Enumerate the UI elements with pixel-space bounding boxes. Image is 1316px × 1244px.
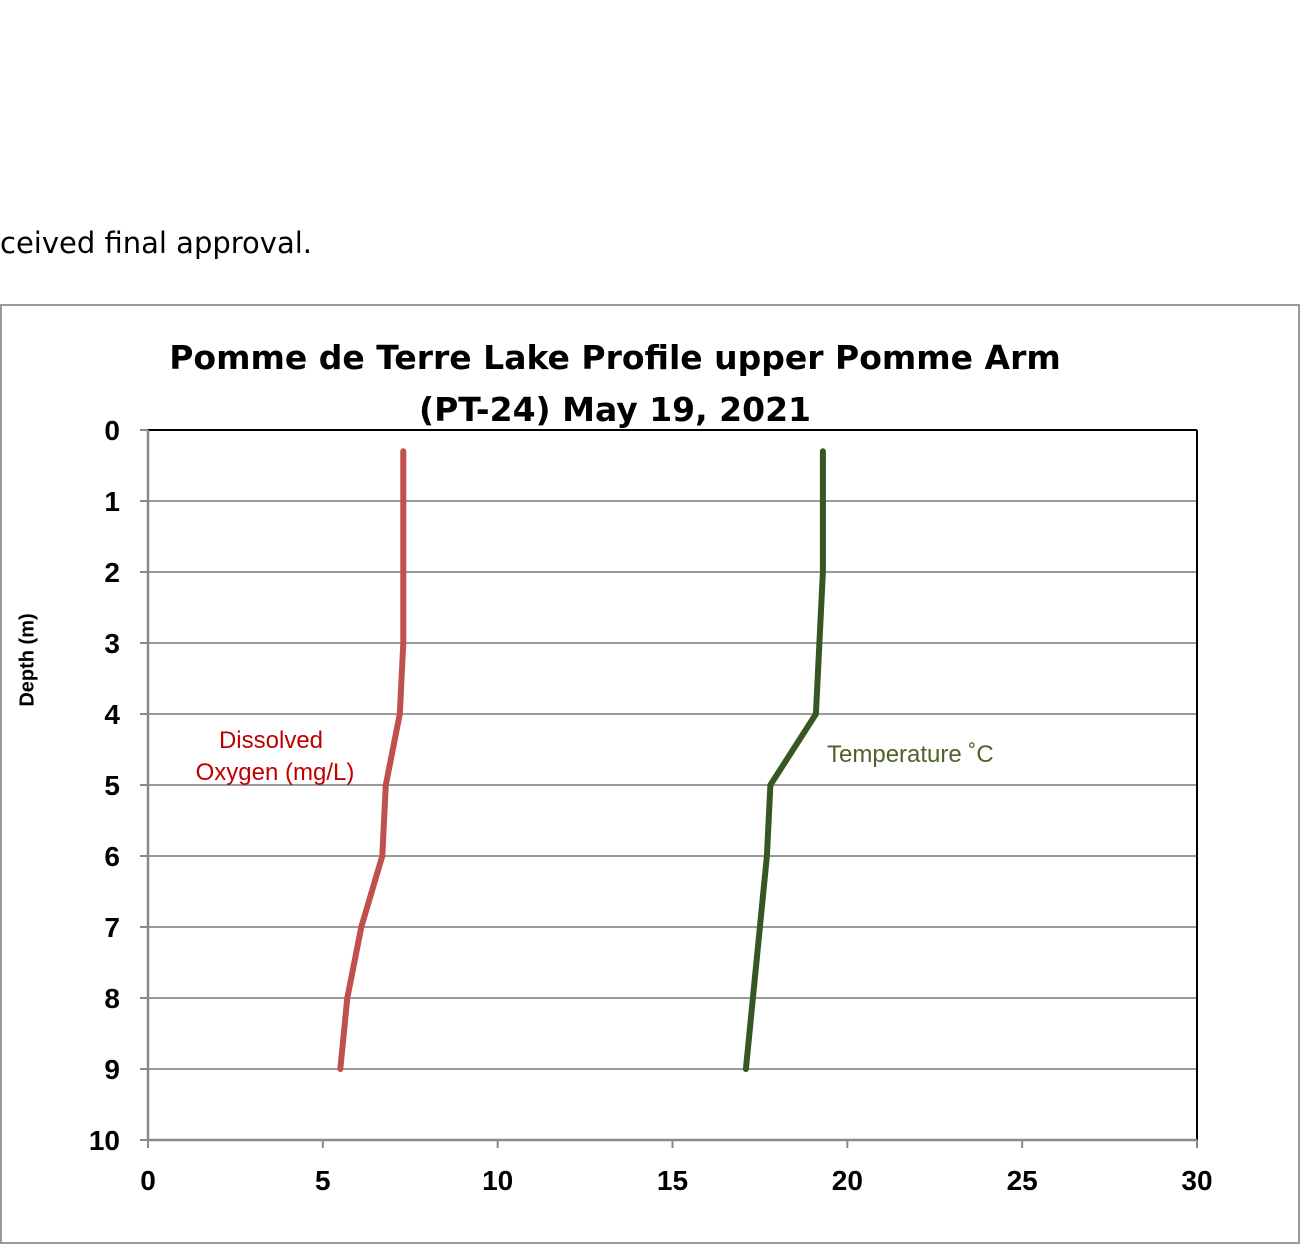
- chart-title-line2: (PT-24) May 19, 2021: [418, 390, 811, 429]
- series-line-0: [337, 448, 407, 1072]
- x-tick-label-5: 5: [315, 1165, 331, 1196]
- series-label-do-line1: Dissolved: [219, 727, 323, 754]
- y-tick-label-2: 2: [104, 557, 120, 588]
- x-tick-label-15: 15: [657, 1165, 688, 1196]
- y-tick-label-8: 8: [104, 983, 120, 1014]
- series-label-do-line2: Oxygen (mg/L): [196, 759, 355, 786]
- series-line-1: [742, 448, 826, 1072]
- y-tick-label-10: 10: [89, 1125, 120, 1156]
- chart-frame: [0, 304, 1300, 1244]
- x-tick-label-10: 10: [482, 1165, 513, 1196]
- y-tick-label-0: 0: [104, 415, 120, 446]
- y-tick-label-6: 6: [104, 841, 120, 872]
- chart-title-line1: Pomme de Terre Lake Profile upper Pomme …: [169, 338, 1061, 377]
- y-tick-label-5: 5: [104, 770, 120, 801]
- y-tick-label-7: 7: [104, 912, 120, 943]
- page-text-fragment: ceived final approval.: [0, 226, 312, 260]
- x-tick-label-30: 30: [1181, 1165, 1212, 1196]
- y-tick-label-3: 3: [104, 628, 120, 659]
- x-tick-label-20: 20: [832, 1165, 863, 1196]
- y-tick-label-4: 4: [104, 699, 120, 730]
- x-tick-label-0: 0: [140, 1165, 156, 1196]
- y-tick-label-9: 9: [104, 1054, 120, 1085]
- x-tick-label-25: 25: [1007, 1165, 1038, 1196]
- y-tick-label-1: 1: [104, 486, 120, 517]
- series-label-temperature: Temperature ˚C: [827, 741, 994, 768]
